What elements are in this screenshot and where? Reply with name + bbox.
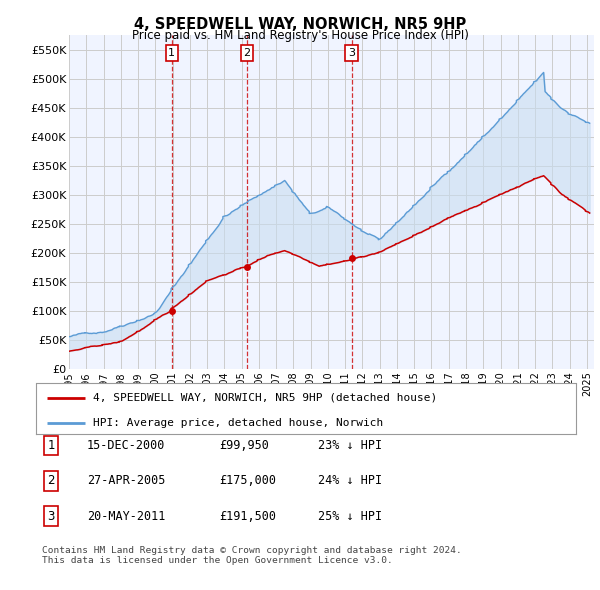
Text: 4, SPEEDWELL WAY, NORWICH, NR5 9HP: 4, SPEEDWELL WAY, NORWICH, NR5 9HP — [134, 17, 466, 31]
Text: 20-MAY-2011: 20-MAY-2011 — [87, 510, 166, 523]
Text: 2: 2 — [47, 474, 55, 487]
Text: 3: 3 — [348, 48, 355, 58]
Text: £191,500: £191,500 — [219, 510, 276, 523]
Text: 23% ↓ HPI: 23% ↓ HPI — [318, 439, 382, 452]
Text: 4, SPEEDWELL WAY, NORWICH, NR5 9HP (detached house): 4, SPEEDWELL WAY, NORWICH, NR5 9HP (deta… — [92, 392, 437, 402]
Text: 3: 3 — [47, 510, 55, 523]
Text: 24% ↓ HPI: 24% ↓ HPI — [318, 474, 382, 487]
Text: 25% ↓ HPI: 25% ↓ HPI — [318, 510, 382, 523]
Text: 2: 2 — [244, 48, 251, 58]
Text: Price paid vs. HM Land Registry's House Price Index (HPI): Price paid vs. HM Land Registry's House … — [131, 30, 469, 42]
Text: £175,000: £175,000 — [219, 474, 276, 487]
Text: 1: 1 — [47, 439, 55, 452]
Text: HPI: Average price, detached house, Norwich: HPI: Average price, detached house, Norw… — [92, 418, 383, 428]
Text: £99,950: £99,950 — [219, 439, 269, 452]
Text: 27-APR-2005: 27-APR-2005 — [87, 474, 166, 487]
Text: Contains HM Land Registry data © Crown copyright and database right 2024.
This d: Contains HM Land Registry data © Crown c… — [42, 546, 462, 565]
Text: 1: 1 — [168, 48, 175, 58]
Text: 15-DEC-2000: 15-DEC-2000 — [87, 439, 166, 452]
